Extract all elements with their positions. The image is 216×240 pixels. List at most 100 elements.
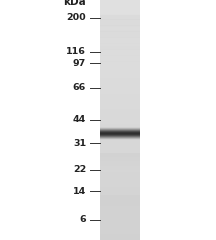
Bar <box>100 157 140 158</box>
Bar <box>100 40 140 41</box>
Bar <box>100 31 140 33</box>
Bar <box>100 175 140 176</box>
Bar <box>100 164 140 166</box>
Bar <box>100 0 140 1</box>
Bar <box>100 205 140 206</box>
Bar <box>100 204 140 205</box>
Bar <box>100 25 140 27</box>
Bar <box>100 59 140 60</box>
Bar <box>100 223 140 224</box>
Bar <box>100 83 140 84</box>
Bar <box>100 128 140 129</box>
Bar <box>100 188 140 190</box>
Bar <box>100 36 140 38</box>
Bar <box>100 217 140 218</box>
Bar <box>100 122 140 124</box>
Bar <box>100 135 140 136</box>
Bar <box>100 78 140 79</box>
Bar <box>100 181 140 182</box>
Bar <box>100 19 140 20</box>
Bar <box>100 210 140 211</box>
Bar <box>100 16 140 17</box>
Bar <box>100 186 140 187</box>
Bar <box>100 22 140 23</box>
Bar <box>100 210 140 211</box>
Bar <box>100 38 140 40</box>
Bar <box>100 12 140 13</box>
Bar <box>100 101 140 102</box>
Bar <box>100 108 140 109</box>
Bar <box>100 148 140 149</box>
Bar <box>100 30 140 32</box>
Bar <box>100 37 140 39</box>
Bar <box>100 216 140 217</box>
Bar <box>100 145 140 146</box>
Text: 44: 44 <box>73 115 86 125</box>
Bar <box>100 153 140 154</box>
Bar <box>100 166 140 167</box>
Bar <box>100 116 140 117</box>
Bar <box>100 207 140 209</box>
Bar <box>100 151 140 152</box>
Bar <box>100 156 140 157</box>
Bar <box>100 91 140 92</box>
Bar <box>100 50 140 52</box>
Bar <box>100 42 140 44</box>
Bar <box>100 227 140 228</box>
Bar <box>100 14 140 16</box>
Bar <box>100 89 140 90</box>
Bar <box>100 143 140 144</box>
Bar <box>100 13 140 14</box>
Bar <box>100 155 140 156</box>
Bar <box>100 176 140 178</box>
Bar <box>100 178 140 179</box>
Bar <box>100 61 140 62</box>
Bar <box>100 198 140 199</box>
Bar <box>100 62 140 64</box>
Bar <box>100 58 140 59</box>
Bar <box>100 145 140 146</box>
Bar <box>100 52 140 53</box>
Bar <box>100 125 140 126</box>
Bar <box>100 195 140 196</box>
Bar <box>100 233 140 234</box>
Bar <box>100 114 140 115</box>
Bar <box>100 113 140 114</box>
Bar <box>100 110 140 112</box>
Bar <box>100 53 140 54</box>
Bar <box>100 20 140 22</box>
Bar <box>100 162 140 163</box>
Bar <box>100 137 140 138</box>
Bar <box>100 137 140 138</box>
Bar <box>100 23 140 24</box>
Bar <box>100 4 140 5</box>
Bar <box>100 84 140 85</box>
Bar <box>100 174 140 175</box>
Bar <box>100 158 140 159</box>
Bar <box>100 118 140 119</box>
Bar <box>100 145 140 146</box>
Bar <box>100 50 140 52</box>
Bar <box>100 17 140 18</box>
Bar <box>100 187 140 188</box>
Bar <box>100 154 140 155</box>
Bar <box>100 7 140 8</box>
Bar <box>100 5 140 6</box>
Bar <box>100 53 140 54</box>
Bar <box>100 142 140 143</box>
Bar <box>100 147 140 148</box>
Bar <box>100 109 140 110</box>
Bar <box>100 212 140 214</box>
Bar <box>100 146 140 147</box>
Bar <box>100 160 140 161</box>
Bar <box>100 197 140 198</box>
Bar <box>100 180 140 181</box>
Bar <box>100 167 140 168</box>
Bar <box>100 117 140 118</box>
Bar <box>100 194 140 196</box>
Bar <box>100 217 140 218</box>
Bar <box>100 151 140 153</box>
Bar <box>100 161 140 162</box>
Bar <box>100 98 140 100</box>
Bar <box>100 77 140 78</box>
